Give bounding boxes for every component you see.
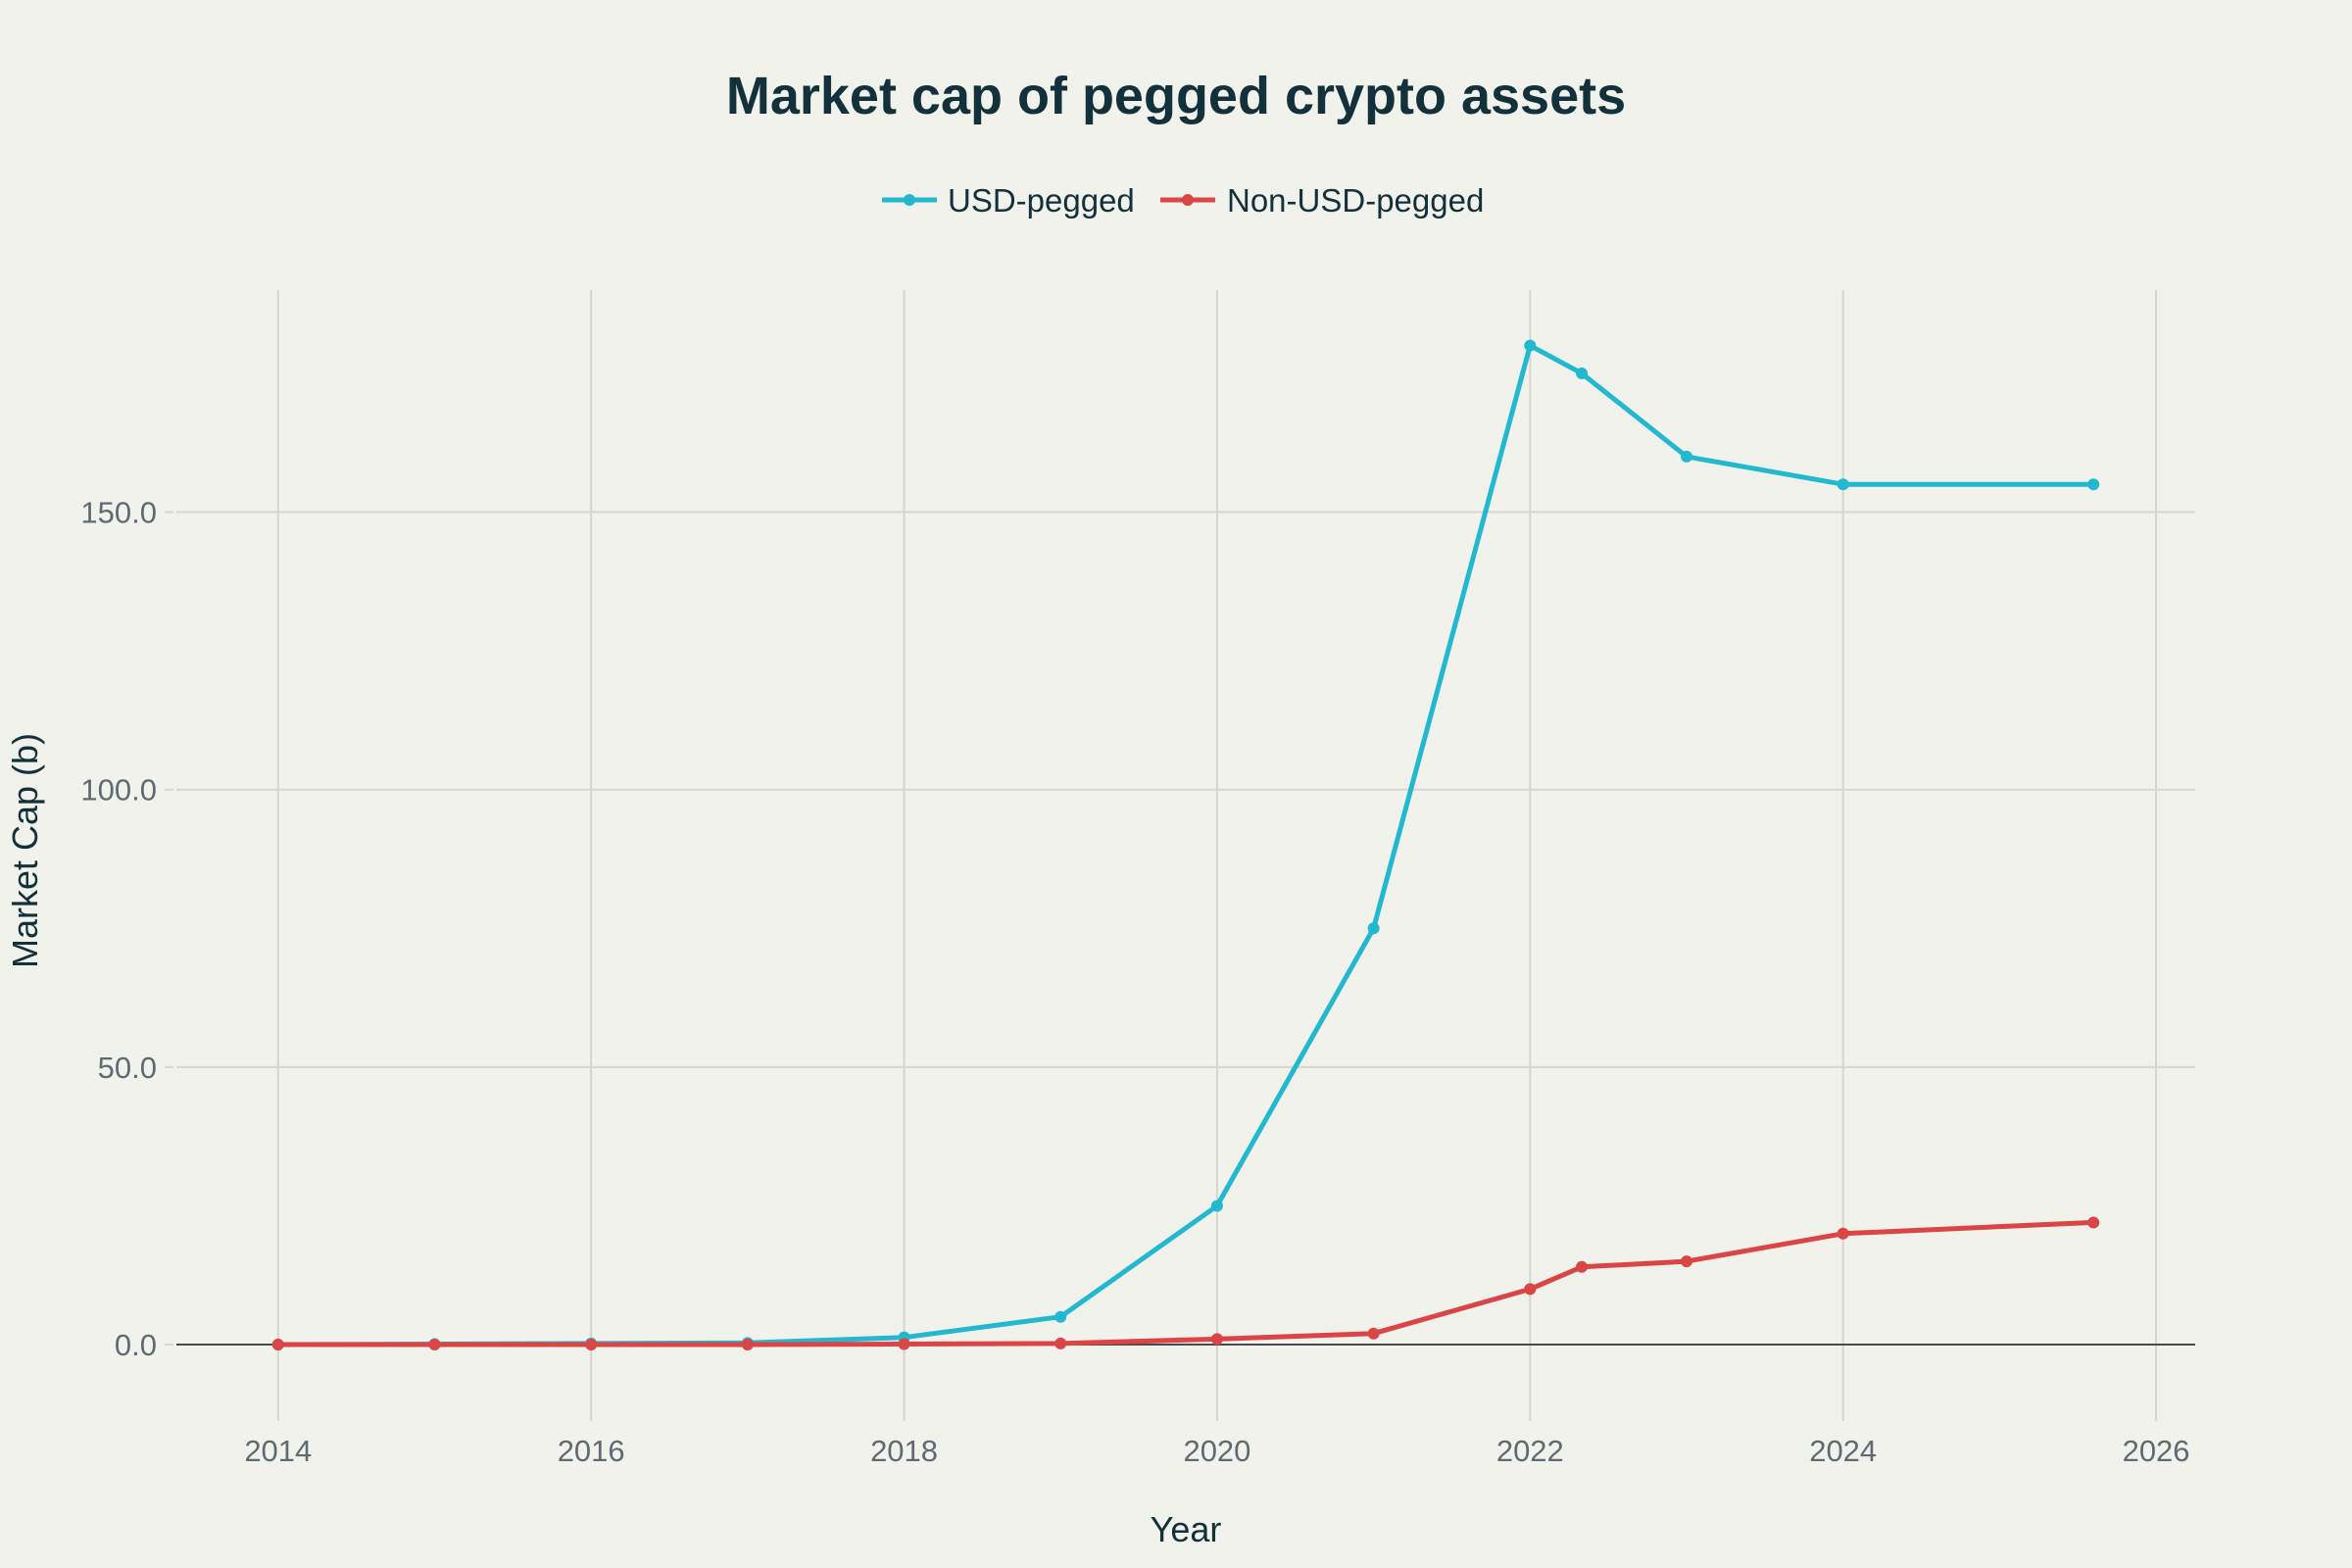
- series-layer: [271, 339, 2100, 1351]
- data-point: [1367, 1327, 1380, 1340]
- x-tick-label: 2024: [1809, 1434, 1877, 1468]
- x-tick-label: 2018: [870, 1434, 938, 1468]
- y-tick-label: 100.0: [80, 773, 157, 808]
- data-point: [898, 1338, 910, 1350]
- data-point: [1054, 1337, 1067, 1349]
- data-point: [1524, 339, 1537, 352]
- data-point: [428, 1339, 441, 1351]
- chart-title: Market cap of pegged crypto assets: [726, 67, 1626, 125]
- x-tick-label: 2014: [244, 1434, 312, 1468]
- x-tick-label: 2020: [1183, 1434, 1250, 1468]
- data-point: [1524, 1283, 1537, 1296]
- data-point: [741, 1339, 754, 1351]
- data-point: [585, 1339, 598, 1351]
- x-axis-title: Year: [1151, 1509, 1222, 1549]
- series-usd-pegged: [271, 339, 2100, 1351]
- legend-label: Non-USD-pegged: [1227, 182, 1484, 219]
- series-non-usd-pegged: [271, 1216, 2100, 1351]
- x-tick-label: 2026: [2123, 1434, 2190, 1468]
- data-point: [1681, 450, 1693, 463]
- legend: USD-pegged Non-USD-pegged: [882, 182, 1484, 219]
- data-point: [1576, 367, 1589, 379]
- legend-item[interactable]: USD-pegged: [882, 182, 1135, 219]
- legend-item[interactable]: Non-USD-pegged: [1160, 182, 1484, 219]
- axis-layer: 2014 2016 2018 2020 2022 2024 2026 0.0 50.0 100.0…: [80, 496, 2189, 1468]
- legend-swatch-marker: [1182, 194, 1194, 206]
- data-point: [1837, 1227, 1849, 1240]
- x-tick-label: 2016: [558, 1434, 625, 1468]
- data-point: [1210, 1200, 1223, 1212]
- data-point: [1681, 1255, 1693, 1268]
- data-point: [1576, 1260, 1589, 1273]
- y-tick-label: 0.0: [115, 1328, 157, 1362]
- y-tick-label: 50.0: [98, 1051, 157, 1085]
- data-point: [1367, 922, 1380, 935]
- y-axis-title: Market Cap (b): [5, 733, 45, 968]
- series-line: [275, 343, 2096, 1348]
- data-point: [2087, 1216, 2100, 1229]
- series-line: [275, 1219, 2096, 1348]
- legend-label: USD-pegged: [948, 182, 1135, 219]
- data-point: [1837, 478, 1849, 491]
- x-tick-label: 2022: [1496, 1434, 1564, 1468]
- data-point: [1210, 1333, 1223, 1346]
- data-point: [2087, 478, 2100, 491]
- y-tick-label: 150.0: [80, 496, 157, 530]
- grid-layer: [165, 290, 2195, 1421]
- data-point: [271, 1339, 284, 1351]
- legend-swatch-marker: [904, 194, 915, 206]
- data-point: [1054, 1310, 1067, 1323]
